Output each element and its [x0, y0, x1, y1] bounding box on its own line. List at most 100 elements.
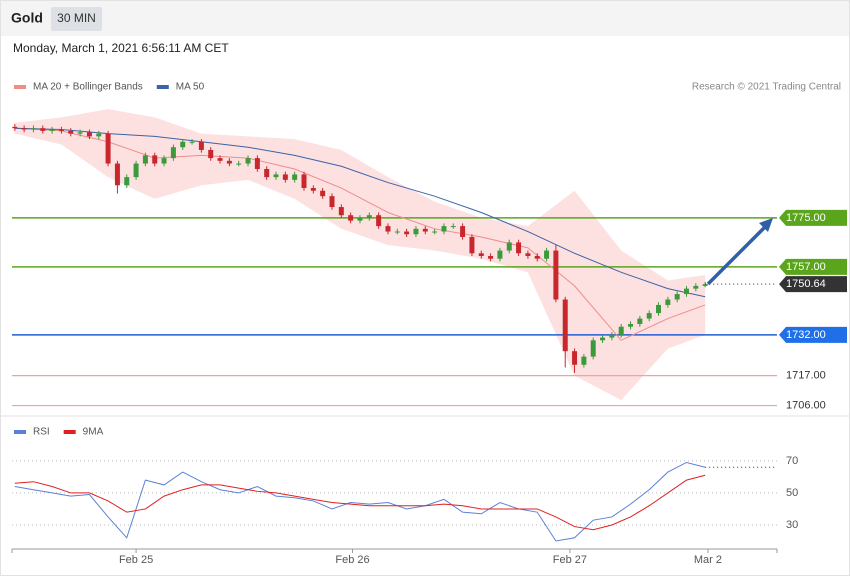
candle-body [226, 160, 232, 164]
candle-body [413, 228, 419, 235]
candle-body [96, 133, 102, 137]
candle-body [572, 351, 578, 365]
candle-body [68, 130, 74, 134]
candle-body [12, 126, 18, 129]
candle-body [394, 231, 400, 233]
candle-body [208, 149, 214, 159]
candle-body [422, 228, 428, 232]
candle-body [86, 132, 92, 137]
x-tick-label: Feb 27 [553, 554, 587, 566]
candle-body [217, 158, 223, 161]
candle-body [30, 128, 36, 130]
y-tick-label: 50 [786, 487, 798, 499]
timestamp: Monday, March 1, 2021 6:56:11 AM CET [13, 41, 229, 55]
y-tick-label: 30 [786, 519, 798, 531]
level-tag [779, 258, 847, 275]
candle-body [282, 174, 288, 180]
candle-body [170, 147, 176, 159]
level-label: 1717.00 [786, 370, 826, 382]
series-line [14, 474, 706, 531]
candle-body [544, 250, 550, 259]
candle-body [525, 253, 531, 256]
interval-button[interactable] [51, 7, 102, 31]
candle-body [77, 132, 83, 134]
interval[interactable]: 30 MIN [57, 11, 96, 25]
legend-swatch [63, 430, 76, 434]
moving-average [14, 127, 706, 341]
candle-body [310, 188, 316, 191]
candle-body [301, 174, 307, 189]
candle-body [189, 141, 195, 143]
candle-body [628, 323, 634, 327]
legend-label: MA 20 + Bollinger Bands [33, 82, 143, 93]
candle-body [124, 177, 130, 186]
plot: MA 20 + Bollinger Bands MA 50 1775.00 1757.… [11, 82, 847, 566]
candle-body [49, 129, 55, 131]
candle-body [376, 215, 382, 227]
candle-body [581, 356, 587, 365]
candle-body [152, 155, 158, 164]
candle-body [488, 256, 494, 259]
y-tick-label: 70 [786, 455, 798, 467]
level-label: 1775.00 [786, 212, 826, 224]
candle-body [254, 158, 260, 169]
candle-body [516, 242, 522, 254]
candle-body [469, 236, 475, 254]
candle-body [236, 163, 242, 165]
candle-body [618, 326, 624, 335]
candle-body [497, 250, 503, 259]
candle-body [133, 163, 139, 178]
level-tag [779, 326, 847, 343]
candle-body [198, 141, 204, 150]
candle-body [693, 285, 699, 289]
candle-body [562, 299, 568, 352]
candle-body [506, 242, 512, 251]
level-tag [779, 209, 847, 226]
candle-body [161, 158, 167, 164]
credit: Research © 2021 Trading Central [692, 82, 841, 93]
candle-body [329, 196, 335, 208]
candle-body [534, 256, 540, 259]
series-line [14, 461, 706, 542]
legend-swatch [156, 85, 169, 89]
level-label: 1757.00 [786, 261, 826, 273]
candle-body [385, 226, 391, 232]
candle-body [40, 128, 46, 131]
candle-body [292, 174, 298, 180]
legend-swatch [14, 85, 26, 89]
candle-body [665, 299, 671, 305]
candle-body [58, 129, 64, 131]
level-label: 1706.00 [786, 399, 826, 411]
arrow-head [759, 218, 773, 232]
candle-body [637, 318, 643, 324]
candle-body [366, 215, 372, 218]
candle-body [684, 288, 690, 295]
candle-body [180, 141, 186, 148]
candle-body [450, 226, 456, 228]
candle-body [320, 190, 326, 197]
candle-body [590, 340, 596, 357]
candle-body [105, 133, 111, 164]
candle-body [432, 231, 438, 233]
legend-label: MA 50 [176, 82, 205, 93]
candle-body [478, 253, 484, 256]
candle-body [21, 128, 27, 130]
candle-body [357, 217, 363, 221]
forecast-arrow [706, 223, 769, 286]
symbol: Gold [11, 10, 43, 26]
candle-body [460, 226, 466, 237]
legend-label: 9MA [83, 427, 104, 438]
x-tick-label: Mar 2 [694, 554, 722, 566]
moving-average [14, 127, 706, 298]
candle-body [646, 313, 652, 319]
candle-body [441, 226, 447, 232]
x-tick-label: Feb 25 [119, 554, 153, 566]
candle-body [264, 168, 270, 178]
x-tick-label: Feb 26 [335, 554, 369, 566]
candle-body [553, 250, 559, 300]
candle-body [600, 337, 606, 341]
candle-body [674, 294, 680, 300]
candle-body [656, 304, 662, 314]
